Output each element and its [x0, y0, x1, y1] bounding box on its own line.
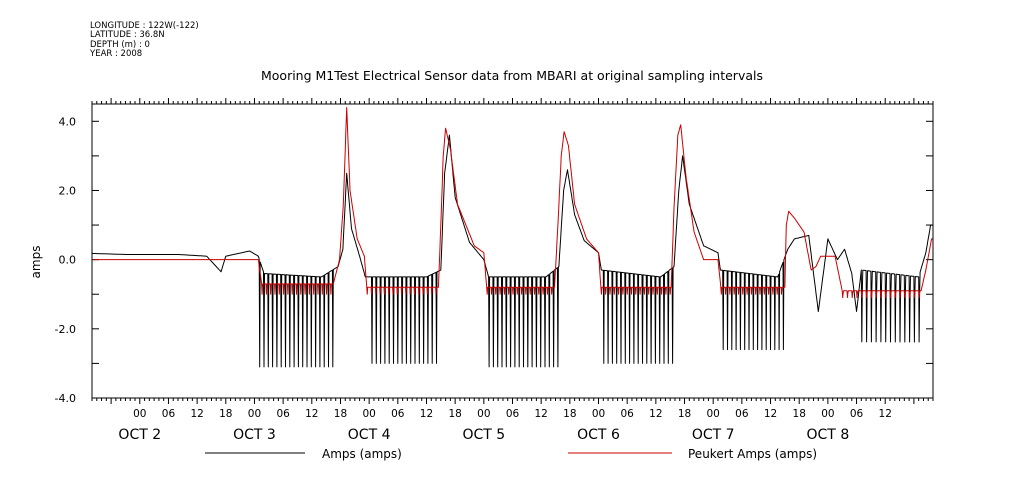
metadata-block: LONGITUDE : 122W(-122) LATITUDE : 36.8N …	[90, 21, 199, 60]
series-layer	[92, 107, 933, 368]
x-day-label: OCT 6	[577, 427, 620, 443]
x-tick-label: 00	[248, 408, 261, 420]
x-tick-label: 00	[707, 408, 720, 420]
x-tick-label: 12	[190, 408, 203, 420]
x-day-label: OCT 5	[462, 427, 505, 443]
x-day-label: OCT 4	[348, 427, 391, 443]
x-tick-label: 00	[133, 408, 146, 420]
series-line-1	[92, 107, 933, 299]
x-tick-label: 12	[534, 408, 547, 420]
x-tick-label: 12	[420, 408, 433, 420]
chart-title: Mooring M1Test Electrical Sensor data fr…	[261, 68, 763, 83]
x-tick-label: 06	[735, 408, 749, 420]
x-tick-label: 18	[219, 408, 232, 420]
x-tick-label: 06	[276, 408, 290, 420]
x-tick-label: 12	[305, 408, 318, 420]
x-tick-label: 06	[391, 408, 405, 420]
year-label: YEAR : 2008	[90, 49, 143, 60]
x-day-label: OCT 3	[233, 427, 276, 443]
depth-label: DEPTH (m) : 0	[90, 39, 150, 50]
y-axis-label: amps	[29, 246, 43, 279]
series-line-0	[92, 134, 933, 368]
axis-labels: 00 06 12 18 00 06 12 18 00 06 12 18 00 06 12 18 00 06 12 18…	[55, 115, 892, 443]
legend-label-peukert: Peukert Amps (amps)	[688, 447, 817, 461]
x-tick-label: 18	[678, 408, 691, 420]
x-tick-label: 12	[764, 408, 777, 420]
x-tick-label: 18	[448, 408, 461, 420]
plot-frame	[91, 103, 934, 399]
x-tick-label: 00	[592, 408, 605, 420]
x-tick-label: 00	[362, 408, 375, 420]
x-tick-label: 18	[334, 408, 347, 420]
x-day-label: OCT 2	[118, 427, 161, 443]
x-tick-label: 06	[506, 408, 520, 420]
x-tick-label: 06	[162, 408, 176, 420]
y-tick-label: -2.0	[55, 323, 76, 336]
x-tick-label: 18	[563, 408, 576, 420]
x-day-label: OCT 7	[692, 427, 735, 443]
x-tick-label: 00	[477, 408, 490, 420]
x-tick-label: 18	[793, 408, 806, 420]
y-tick-label: 0.0	[59, 254, 77, 267]
y-tick-label: 2.0	[59, 184, 77, 197]
legend: Amps (amps) Peukert Amps (amps)	[205, 447, 817, 461]
x-tick-label: 06	[620, 408, 634, 420]
x-day-label: OCT 8	[807, 427, 850, 443]
legend-label-amps: Amps (amps)	[322, 447, 402, 461]
x-tick-label: 00	[821, 408, 834, 420]
y-tick-label: -4.0	[55, 392, 76, 405]
x-tick-label: 12	[879, 408, 892, 420]
longitude-label: LONGITUDE : 122W(-122)	[90, 21, 199, 31]
x-tick-label: 06	[850, 408, 864, 420]
y-tick-label: 4.0	[59, 115, 77, 128]
axis-ticks	[91, 98, 934, 404]
latitude-label: LATITUDE : 36.8N	[90, 30, 165, 41]
x-tick-label: 12	[649, 408, 662, 420]
